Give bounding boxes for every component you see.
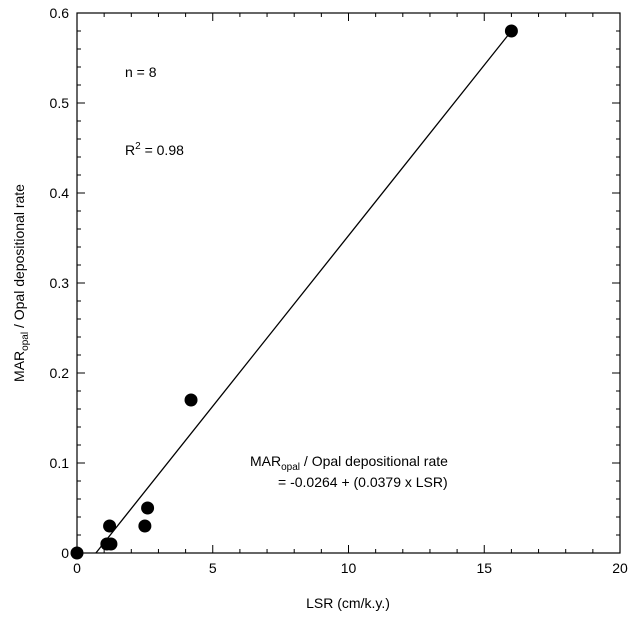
y-tick-labels: 0 0.1 0.2 0.3 0.4 0.5 0.6 [50, 5, 70, 561]
y-tick-label: 0.3 [50, 275, 70, 291]
x-tick-labels: 0 5 10 15 20 [73, 560, 628, 576]
x-tick-label: 20 [612, 560, 628, 576]
data-point [103, 519, 117, 533]
annotation-equation-line2: = -0.0264 + (0.0379 x LSR) [278, 474, 448, 490]
plot-frame [76, 12, 621, 554]
x-tick-label: 10 [341, 560, 357, 576]
annotation-r-squared: R2 = 0.98 [125, 141, 184, 158]
x-tick-label: 5 [209, 560, 217, 576]
data-points [70, 24, 518, 560]
y-tick-label: 0.6 [50, 5, 70, 21]
y-tick-label: 0 [61, 545, 69, 561]
x-tick-label: 15 [476, 560, 492, 576]
x-axis-title: LSR (cm/k.y.) [306, 595, 390, 611]
axis-ticks [76, 12, 621, 554]
data-point [138, 519, 152, 533]
annotation-n: n = 8 [125, 64, 157, 80]
data-point [70, 546, 84, 560]
y-axis-title: MARopal / Opal depositional rate [11, 184, 31, 382]
data-point [504, 24, 518, 38]
annotation-equation-line1: MARopal / Opal depositional rate [250, 453, 448, 473]
y-tick-label: 0.2 [50, 365, 70, 381]
regression-line [95, 30, 512, 554]
data-point [104, 537, 118, 551]
data-point [141, 501, 155, 515]
data-point [184, 393, 198, 407]
y-tick-label: 0.5 [50, 95, 70, 111]
y-tick-label: 0.1 [50, 455, 70, 471]
y-tick-label: 0.4 [50, 185, 70, 201]
x-tick-label: 0 [73, 560, 81, 576]
